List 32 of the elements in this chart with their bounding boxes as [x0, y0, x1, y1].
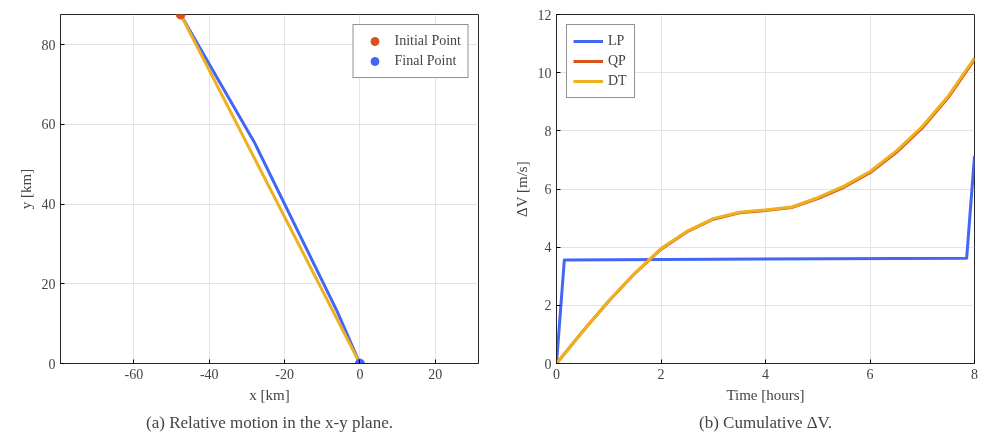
y-axis-title: y [km] [17, 168, 34, 210]
x-tick-label: 4 [762, 366, 769, 382]
y-tick-label: 0 [48, 356, 56, 372]
text: (a) Relative motion in the x-y plane. [146, 412, 393, 432]
legend-label: LP [608, 33, 626, 49]
x-axis-title: x [km] [249, 386, 290, 403]
x-tick-label: -60 [124, 366, 144, 382]
y-tick-label: 6 [544, 182, 552, 197]
x-tick-label: 20 [428, 366, 443, 382]
y-tick-label: 60 [41, 117, 56, 133]
x-tick-label: -20 [275, 366, 294, 382]
x-tick-label: 2 [657, 366, 665, 382]
legend-label: QP [608, 53, 627, 69]
y-tick-label: 4 [544, 240, 552, 256]
y-tick-label: 12 [537, 7, 552, 23]
x-tick-label: -40 [199, 366, 219, 382]
x-tick-label: 6 [866, 366, 874, 382]
y-tick-label: 40 [41, 197, 56, 213]
y-tick-label: 8 [544, 123, 552, 139]
legend-label: DT [608, 73, 628, 89]
y-tick-label: 80 [41, 37, 56, 53]
y-tick-label: 2 [544, 298, 552, 314]
y-tick-label: 0 [544, 356, 552, 372]
text: (b) Cumulative ΔV. [699, 412, 832, 432]
y-axis-title: ΔV [m/s] [513, 161, 530, 217]
x-axis-title: Time [hours] [726, 386, 805, 403]
y-tick-label: 20 [41, 276, 56, 292]
y-tick-label: 10 [537, 65, 552, 81]
legend-label: Final Point [394, 53, 457, 69]
x-tick-label: 0 [356, 366, 364, 382]
legend-label: Initial Point [394, 33, 461, 49]
x-tick-label: 8 [971, 366, 978, 382]
